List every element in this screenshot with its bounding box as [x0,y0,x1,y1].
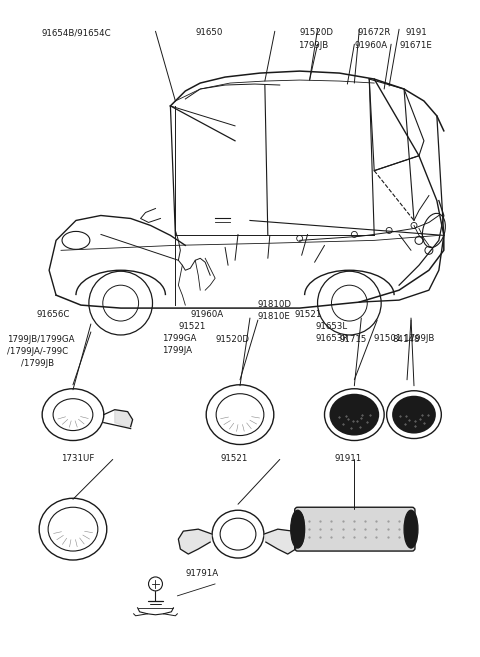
Text: 1799JB/1799GA: 1799JB/1799GA [7,335,75,344]
Polygon shape [264,529,298,554]
Text: 91654B/91654C: 91654B/91654C [41,28,111,37]
Text: 91653R: 91653R [315,334,349,343]
Text: 91521: 91521 [295,310,322,319]
Text: 91960A: 91960A [354,41,387,50]
Text: /1799JA/-799C: /1799JA/-799C [7,347,69,356]
Text: 91791A: 91791A [185,569,218,578]
Text: 91715: 91715 [339,335,367,344]
Text: 9191: 9191 [405,28,427,37]
Text: 91656C: 91656C [36,310,70,319]
Text: 91521: 91521 [220,455,248,463]
Text: 91911: 91911 [335,455,362,463]
Text: 1799JA: 1799JA [162,346,192,355]
Text: 91810D: 91810D [258,300,292,309]
Text: 91960A: 91960A [190,310,223,319]
Text: 91653L: 91653L [315,322,348,331]
Text: 91501 1799JB: 91501 1799JB [374,334,434,343]
Text: 1799GA: 1799GA [162,334,197,343]
Ellipse shape [404,510,418,548]
Text: 91521: 91521 [179,322,206,331]
Text: 91520D: 91520D [215,335,249,344]
Polygon shape [179,529,212,554]
Ellipse shape [392,396,436,434]
Ellipse shape [291,510,305,548]
Text: 91672R: 91672R [357,28,391,37]
FancyBboxPatch shape [295,507,415,551]
Text: 84148: 84148 [392,335,420,344]
Polygon shape [115,410,132,428]
Text: 1731UF: 1731UF [61,455,95,463]
Text: 1799JB: 1799JB [298,41,328,50]
Text: 91650: 91650 [195,28,223,37]
Ellipse shape [329,394,379,436]
Text: /1799JB: /1799JB [21,359,54,368]
Text: 91810E: 91810E [258,312,291,321]
Text: 91671E: 91671E [399,41,432,50]
Text: 91520D: 91520D [300,28,334,37]
